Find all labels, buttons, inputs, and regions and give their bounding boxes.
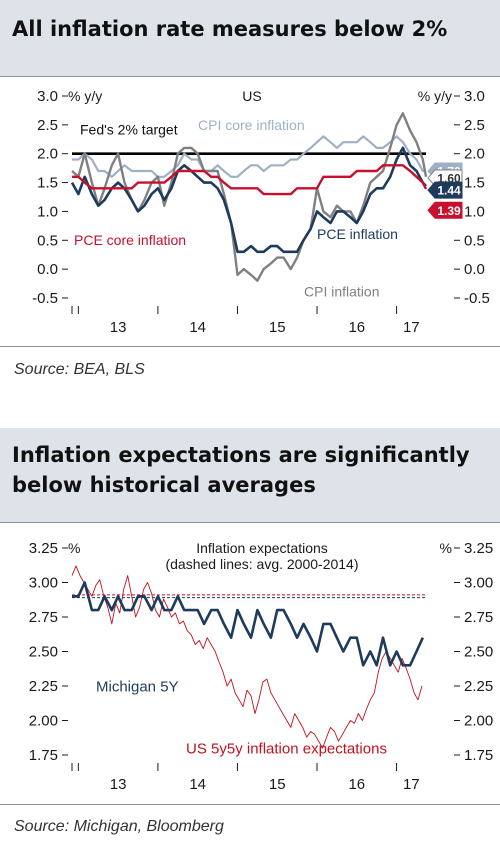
chart-2-ytick-left: 2.50 — [29, 644, 58, 661]
chart-2-source: Source: Michigan, Bloomberg — [14, 818, 224, 835]
chart-2-xtick-label: 16 — [348, 776, 365, 793]
chart-2-title-band: Inflation expectations are significantly… — [0, 428, 500, 522]
chart-1-top-rule — [0, 76, 500, 77]
chart-panel-2: Inflation expectations are significantly… — [0, 428, 500, 862]
chart-1-ytick-right: 0.0 — [464, 261, 485, 278]
chart-1-tag-pce-core-text: 1.39 — [437, 204, 461, 218]
chart-1-ytick-left: 2.5 — [37, 117, 58, 134]
chart-1-ytick-right: 3.0 — [464, 88, 485, 105]
chart-2-ylabel-left: % — [68, 540, 80, 556]
chart-2-ytick-left: 2.00 — [29, 713, 58, 730]
chart-2-ytick-left: 3.25 — [29, 540, 58, 557]
chart-1-ytick-left: 2.0 — [37, 146, 58, 163]
chart-2-ytick-right: 3.00 — [464, 575, 493, 592]
chart-2-ytick-right: 2.50 — [464, 644, 493, 661]
chart-2-ytick-right: 2.00 — [464, 713, 493, 730]
chart-1-series-pce-core — [72, 164, 428, 196]
chart-2-ytick-left: 2.25 — [29, 678, 58, 695]
chart-1-plot: 3.0 3.0 2.5 2.5 2.0 2.0 1.5 1.5 1.0 1.0 0.5 0.5 0.0 0… — [32, 88, 490, 336]
chart-1-xtick-label: 14 — [189, 319, 206, 336]
chart-1-xtick-label: 13 — [110, 319, 127, 336]
chart-2-series-michigan — [72, 581, 424, 667]
chart-2-series-us5y5y — [71, 565, 423, 749]
chart-1-bottom-rule — [0, 346, 500, 347]
chart-2-label-us5y5y: US 5y5y inflation expectations — [186, 741, 387, 758]
chart-1-title: All inflation rate measures below 2% — [12, 17, 448, 41]
chart-2-label-michigan: Michigan 5Y — [96, 679, 179, 696]
chart-2-xtick-label: 14 — [189, 776, 206, 793]
chart-1-ytick-right: 0.5 — [464, 232, 485, 249]
chart-1-series-pce — [70, 146, 427, 254]
chart-2-bottom-rule — [0, 804, 500, 805]
chart-2-ytick-left: 1.75 — [29, 747, 58, 764]
chart-1-ylabel-right: % y/y — [418, 88, 452, 104]
chart-2-plot: 3.25 3.25 3.00 3.00 2.75 2.75 2.50 2.50 2.25 2.25… — [29, 540, 493, 793]
chart-1-xtick-label: 17 — [403, 319, 420, 336]
chart-2-xtick-label: 17 — [403, 776, 420, 793]
chart-2-subtitle: (dashed lines: avg. 2000-2014) — [165, 556, 358, 572]
chart-1-ytick-left: 0.5 — [37, 232, 58, 249]
chart-1-tag-pce-core-shape — [427, 201, 463, 219]
chart-1-xtick-label: 15 — [269, 319, 286, 336]
chart-2-title: Inflation expectations are significantly… — [12, 443, 470, 497]
chart-1-series-cpi-core — [72, 135, 426, 178]
chart-1-title-band: All inflation rate measures below 2% — [0, 0, 500, 76]
chart-1-ytick-right: 1.5 — [464, 175, 485, 192]
chart-2-ytick-right: 2.25 — [464, 678, 493, 695]
chart-panel-1: All inflation rate measures below 2% 3.0… — [0, 0, 500, 402]
chart-1-label-pce-core: PCE core inflation — [74, 232, 186, 248]
chart-2-ytick-left: 2.75 — [29, 609, 58, 626]
chart-2-header: Inflation expectations — [196, 540, 328, 556]
chart-1-ytick-left: 0.0 — [37, 261, 58, 278]
chart-1-ytick-right: -0.5 — [464, 290, 490, 307]
chart-1-ytick-left: -0.5 — [32, 290, 58, 307]
chart-1-tag-pce-text: 1.44 — [437, 184, 461, 198]
chart-2-xtick-label: 13 — [110, 776, 127, 793]
chart-1-target-label: Fed's 2% target — [80, 122, 178, 138]
chart-2-ytick-right: 1.75 — [464, 747, 493, 764]
chart-1-label-cpi: CPI inflation — [304, 283, 379, 299]
chart-1-header: US — [242, 88, 261, 104]
chart-1-series-cpi — [71, 112, 428, 282]
chart-2-ylabel-right: % — [440, 540, 452, 556]
chart-1-ytick-right: 2.5 — [464, 117, 485, 134]
chart-2-xtick-label: 15 — [269, 776, 286, 793]
chart-1-ylabel-left: % y/y — [68, 88, 102, 104]
chart-2-ytick-right: 3.25 — [464, 540, 493, 557]
chart-1-xtick-label: 16 — [348, 319, 365, 336]
chart-1-ytick-left: 1.5 — [37, 175, 58, 192]
chart-1-label-cpi-core: CPI core inflation — [198, 117, 305, 133]
chart-1-label-pce: PCE inflation — [317, 226, 398, 242]
chart-1-ytick-right: 1.0 — [464, 203, 485, 220]
chart-1-source: Source: BEA, BLS — [14, 361, 145, 378]
chart-2-ytick-left: 3.00 — [29, 575, 58, 592]
chart-1-ytick-right: 2.0 — [464, 146, 485, 163]
chart-1-ytick-left: 3.0 — [37, 88, 58, 105]
chart-1-tag-pce-shape — [427, 181, 463, 199]
chart-2-top-rule — [0, 522, 500, 523]
chart-2-ytick-right: 2.75 — [464, 609, 493, 626]
chart-1-ytick-left: 1.0 — [37, 203, 58, 220]
